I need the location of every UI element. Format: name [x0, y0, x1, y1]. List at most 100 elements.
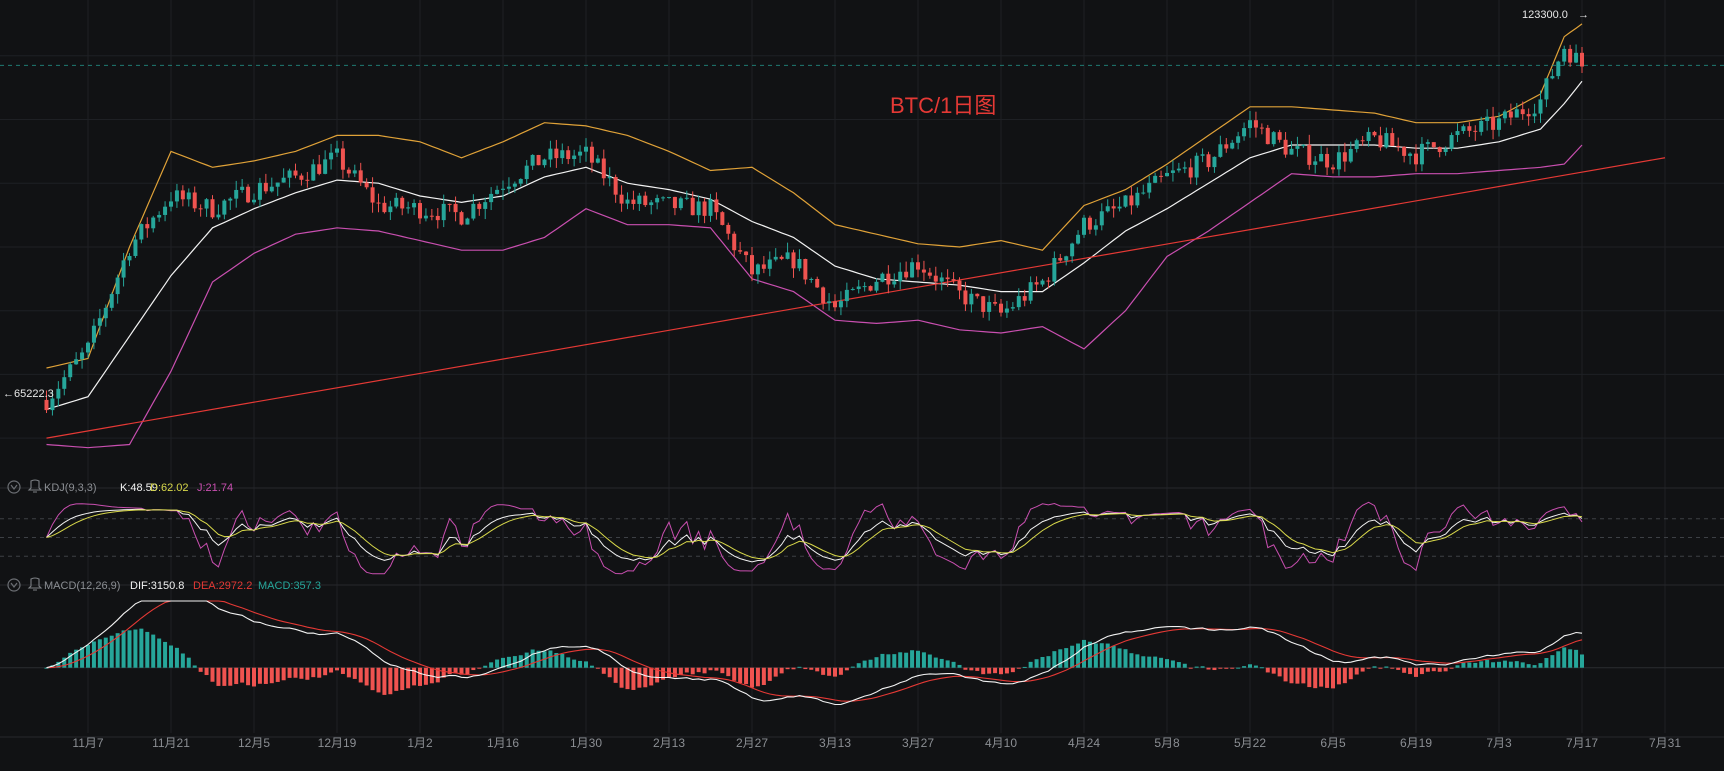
kdj-d-line [46, 509, 1583, 560]
candle-body [1485, 116, 1490, 121]
candle-body [595, 158, 600, 163]
macd-histogram-bar [1408, 667, 1413, 675]
candle-body [1052, 257, 1057, 282]
macd-histogram-bar [1443, 667, 1448, 672]
x-tick-label: 11月21 [152, 736, 190, 750]
macd-histogram-bar [174, 647, 179, 668]
candle-body [1348, 148, 1353, 162]
candle-body [761, 264, 766, 269]
macd-histogram-bar [1360, 667, 1365, 672]
macd-histogram-bar [672, 667, 677, 678]
bell-icon[interactable] [27, 577, 43, 591]
candle-body [169, 201, 173, 207]
macd-histogram-bar [1212, 667, 1217, 671]
candle-body [151, 217, 156, 229]
bell-icon[interactable] [27, 479, 43, 493]
macd-histogram-bar [827, 667, 832, 676]
macd-histogram-bar [655, 667, 660, 683]
macd-histogram-bar [1372, 666, 1377, 668]
x-tick-label: 3月27 [902, 736, 934, 750]
candle-body [1259, 127, 1264, 129]
candle-body [1123, 195, 1128, 207]
macd-histogram-bar [441, 667, 446, 678]
macd-histogram-bar [1313, 667, 1318, 689]
macd-histogram-bar [1129, 653, 1134, 668]
macd-histogram-bar [738, 667, 743, 684]
candle-body [838, 301, 843, 308]
macd-histogram-bar [459, 667, 464, 675]
macd-histogram-bar [429, 667, 434, 684]
macd-histogram-bar [1550, 655, 1555, 668]
macd-histogram-bar [702, 667, 707, 674]
candle-body [862, 286, 867, 288]
macd-histogram-bar [1159, 657, 1164, 668]
macd-histogram-bar [1342, 667, 1347, 684]
candle-body [554, 148, 559, 159]
macd-histogram-bar [714, 667, 719, 671]
candle-body [1479, 120, 1484, 132]
macd-histogram-bar [1331, 667, 1335, 689]
collapse-icon[interactable] [7, 578, 21, 592]
candle-body [625, 199, 630, 204]
macd-histogram-bar [412, 667, 417, 686]
candle-body [234, 189, 239, 199]
kdj-k-line [46, 508, 1583, 563]
macd-histogram-bar [916, 650, 920, 668]
macd-histogram-bar [524, 652, 529, 668]
candle-body [1396, 145, 1401, 147]
candle-body [394, 197, 399, 207]
macd-histogram-bar [809, 667, 814, 670]
candle-body [785, 252, 790, 259]
candle-body [133, 239, 138, 256]
candle-body [501, 188, 505, 190]
high-price-label: 123300.0 [1522, 9, 1568, 21]
candle-body [174, 190, 179, 202]
candle-body [495, 189, 500, 194]
bollinger-middle-line [46, 80, 1583, 411]
candle-body [655, 198, 660, 203]
macd-histogram-bar [969, 667, 974, 671]
macd-histogram-bar [364, 667, 369, 686]
candle-body [1342, 152, 1347, 162]
macd-histogram-bar [1052, 651, 1057, 668]
candle-body [329, 152, 334, 160]
candle-body [216, 214, 221, 218]
macd-histogram-bar [163, 641, 168, 668]
macd-histogram-bar [1277, 667, 1282, 677]
candle-body [880, 273, 885, 282]
macd-histogram-bar [1449, 667, 1454, 669]
macd-histogram-bar [62, 657, 67, 668]
candle-body [311, 164, 316, 181]
candle-body [945, 277, 950, 280]
macd-histogram-bar [678, 667, 683, 675]
macd-histogram-bar [91, 641, 96, 668]
macd-histogram-bar [1004, 667, 1009, 674]
macd-histogram-bar [1218, 667, 1223, 669]
macd-histogram-bar [1532, 665, 1537, 668]
macd-histogram-bar [1295, 667, 1300, 684]
collapse-icon[interactable] [7, 480, 21, 494]
macd-histogram-bar [56, 661, 61, 668]
macd-histogram-bar [761, 667, 766, 685]
candle-body [80, 352, 85, 360]
macd-histogram-bar [1153, 656, 1158, 668]
candle-body [252, 199, 256, 203]
candle-body [1170, 170, 1175, 173]
x-tick-label: 7月17 [1566, 736, 1598, 750]
macd-histogram-bar [252, 667, 256, 687]
candle-body [1437, 147, 1442, 153]
grid [0, 0, 1724, 738]
candle-body [512, 183, 517, 187]
kdj-legend: KDJ(9,3,3) K:48.59 D:62.02 J:21.74 [7, 479, 233, 494]
candle-body [1111, 206, 1116, 209]
macd-histogram-bar [1325, 667, 1330, 688]
macd-histogram-bar [305, 667, 310, 680]
candle-body [346, 169, 351, 174]
candle-body [506, 186, 511, 189]
candle-body [815, 278, 820, 288]
macd-histogram-bar [898, 652, 903, 668]
macd-histogram-bar [625, 667, 630, 690]
macd-histogram-bar [1010, 667, 1015, 673]
macd-histogram-bar [1271, 667, 1276, 674]
candle-body [489, 193, 494, 203]
